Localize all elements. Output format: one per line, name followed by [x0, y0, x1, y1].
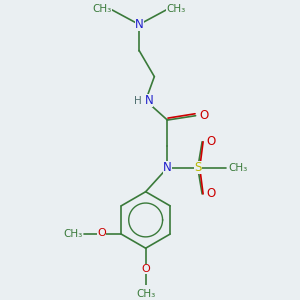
Text: N: N: [145, 94, 153, 107]
Text: N: N: [135, 18, 143, 31]
Text: O: O: [206, 188, 215, 200]
Text: CH₃: CH₃: [136, 289, 155, 299]
Text: O: O: [97, 228, 106, 238]
Text: O: O: [141, 264, 150, 274]
Text: O: O: [206, 135, 215, 148]
Text: CH₃: CH₃: [228, 163, 248, 173]
Text: O: O: [200, 109, 209, 122]
Text: CH₃: CH₃: [167, 4, 186, 14]
Text: CH₃: CH₃: [93, 4, 112, 14]
Text: H: H: [134, 95, 142, 106]
Text: N: N: [163, 161, 172, 174]
Text: CH₃: CH₃: [64, 229, 83, 239]
Text: S: S: [194, 161, 202, 174]
